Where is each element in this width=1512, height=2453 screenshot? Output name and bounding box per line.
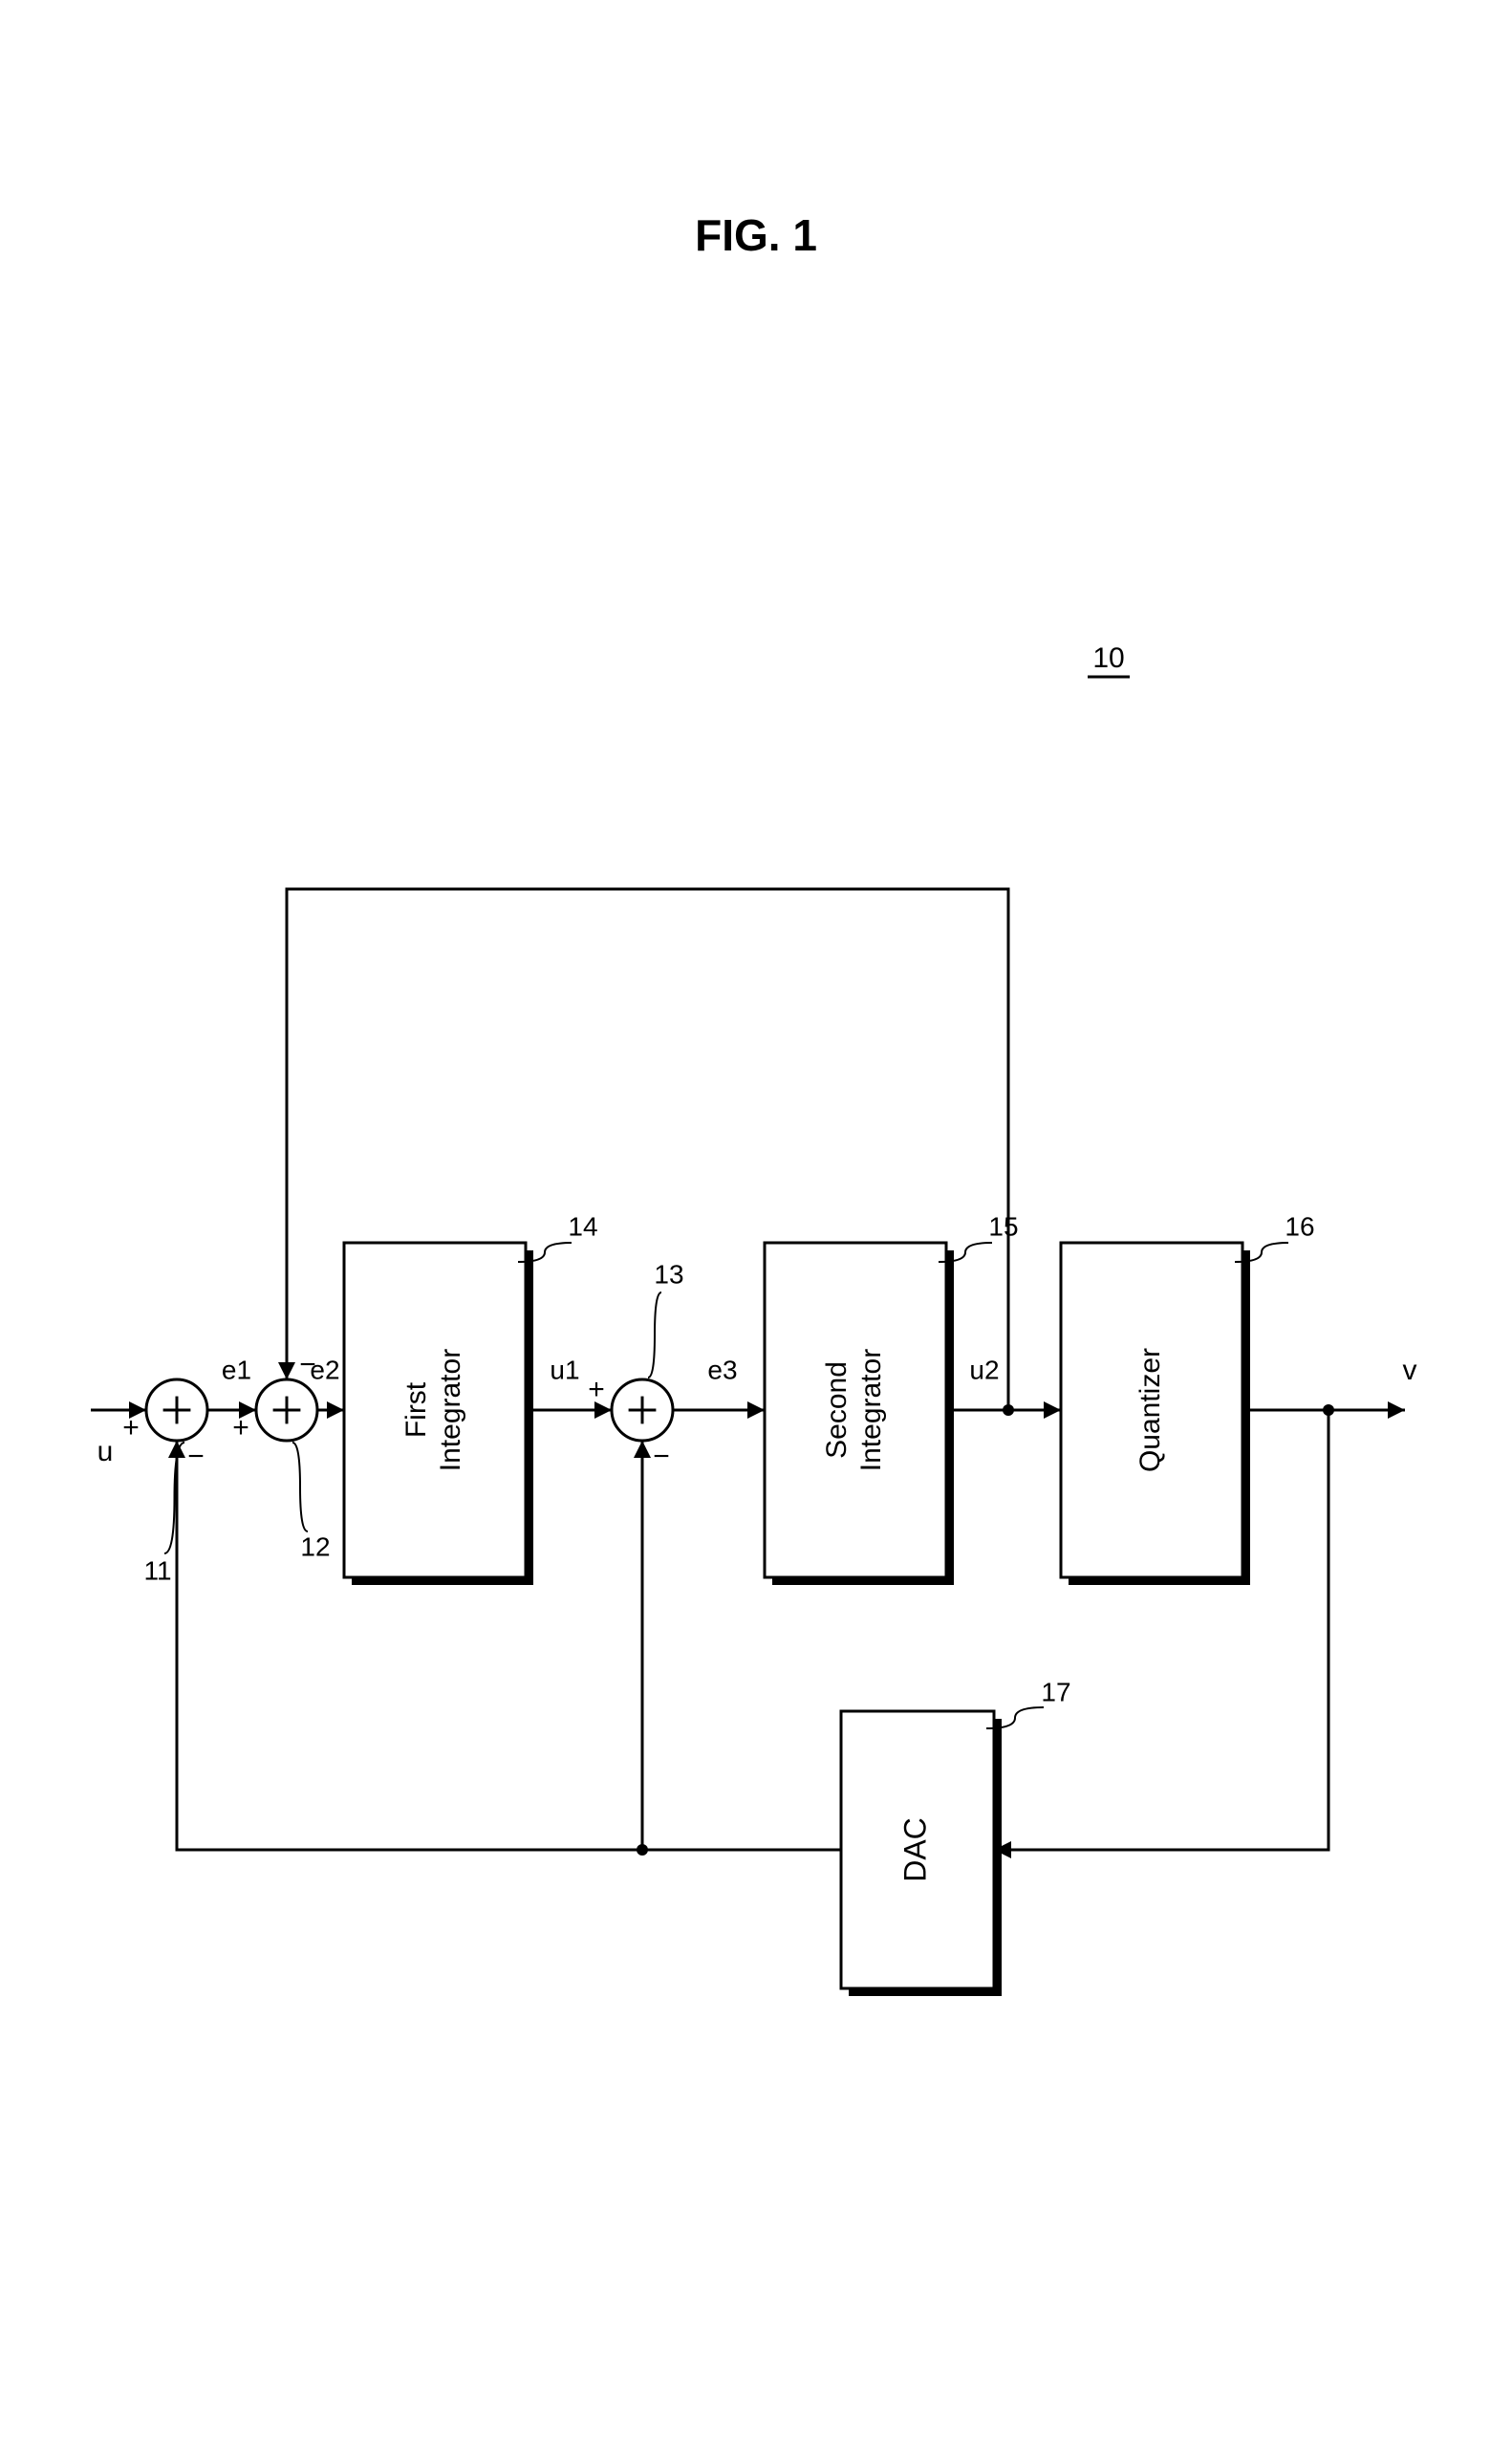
svg-text:u1: u1 <box>550 1355 579 1384</box>
svg-text:14: 14 <box>568 1211 597 1241</box>
svg-text:u2: u2 <box>969 1355 999 1384</box>
svg-text:Integrator: Integrator <box>855 1349 887 1471</box>
svg-text:11: 11 <box>143 1555 171 1585</box>
svg-text:First: First <box>400 1381 432 1438</box>
svg-text:Integrator: Integrator <box>435 1349 466 1471</box>
svg-text:u: u <box>97 1436 114 1467</box>
svg-text:v: v <box>1403 1355 1417 1386</box>
svg-text:16: 16 <box>1285 1211 1314 1241</box>
svg-text:−: − <box>187 1441 205 1472</box>
svg-text:15: 15 <box>988 1211 1018 1241</box>
svg-text:e3: e3 <box>707 1355 737 1384</box>
svg-text:+: + <box>588 1374 605 1405</box>
svg-text:Quantizer: Quantizer <box>1134 1348 1166 1472</box>
svg-text:DAC: DAC <box>897 1817 932 1882</box>
svg-text:10: 10 <box>1092 642 1124 674</box>
svg-text:−: − <box>653 1441 670 1472</box>
svg-text:e1: e1 <box>222 1355 251 1384</box>
svg-text:Second: Second <box>821 1361 853 1459</box>
svg-text:FIG. 1: FIG. 1 <box>695 210 817 260</box>
svg-text:12: 12 <box>300 1531 330 1561</box>
svg-text:13: 13 <box>654 1259 683 1289</box>
svg-text:e2: e2 <box>310 1355 339 1384</box>
svg-text:17: 17 <box>1041 1677 1070 1706</box>
